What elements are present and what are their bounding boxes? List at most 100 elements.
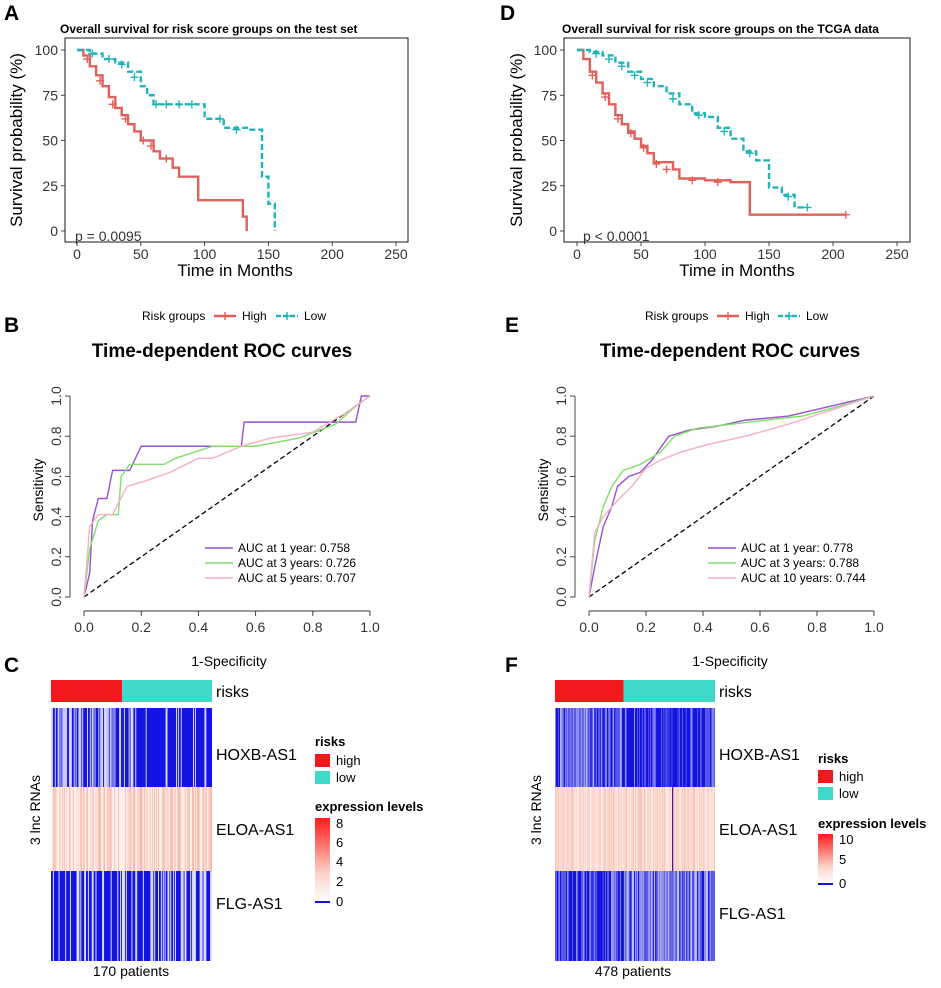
y-tick-label: 100 [35,42,59,58]
heatmap-cell [186,787,188,871]
legend-key-high [214,312,236,320]
heatmap-cell [73,708,75,787]
heatmap-cell [52,871,54,961]
heatmap-cell [185,871,187,961]
censor-mark [803,203,812,212]
risk-high-label: high [839,769,864,784]
y-tick-label: 0 [50,223,58,239]
legend-label-high: High [745,309,770,323]
heatmap-cell [139,787,141,871]
heatmap-cell [201,871,203,961]
heatmap-cell [69,871,71,961]
heatmap-cell [166,708,168,787]
heatmap-cell [100,708,102,787]
heatmap-cell [211,871,212,961]
censor-mark [130,73,139,82]
roc-title: Time-dependent ROC curves [92,341,352,362]
heatmap-cell [192,787,194,871]
heatmap-cell [86,787,87,871]
heatmap-cell [105,787,107,871]
heatmap-cell [62,787,64,871]
heatmap-cell [184,787,186,871]
expr-tick-2: 2 [336,874,343,889]
heatmap-cell [202,787,204,871]
heatmap-cell [169,787,171,871]
legend-key-low [276,312,298,320]
x-axis-label: Time in Months [177,261,293,280]
heatmap-cell [145,787,147,871]
x-tick-label: 0 [73,246,81,262]
heatmap-cell [76,871,78,961]
heatmap-cell [165,708,167,787]
heatmap-cell [141,787,143,871]
x-tick-label: 200 [821,246,845,262]
heatmap-cell [91,787,93,871]
heatmap-cell [123,708,125,787]
km-legend: Risk groups High Low [142,309,326,323]
heatmap-cell [204,708,206,787]
heatmap-cell [164,787,166,871]
heatmap-cell [125,871,127,961]
heatmap-cell [195,787,197,871]
heatmap-cell [110,708,112,787]
survival-curves [577,48,850,219]
x-tick-label: 150 [757,246,781,262]
heatmap-cell [91,708,93,787]
heatmap-cell [51,787,53,871]
heatmap-cell [72,787,74,871]
heatmap-cell [94,787,96,871]
heatmap-cell [110,871,112,961]
x-tick-label: 1.0 [360,619,380,635]
censor-mark [841,210,850,219]
censor-mark [139,136,148,145]
heatmap-cell [170,871,172,961]
heatmap-cell [76,787,78,871]
x-axis-label: 1-Specificity [191,653,266,669]
heatmap-cell [144,787,146,871]
heatmap-cell [152,871,154,961]
heatmap-cell [103,787,105,871]
heatmap-cell [171,787,173,871]
patients-label: 478 patients [595,963,671,979]
survival-curves [77,48,276,231]
risk-low-label: low [336,770,356,785]
heatmap-cell [150,871,152,961]
censor-mark [643,78,652,87]
heatmap-cell [151,871,153,961]
expression-color-bar [315,818,330,902]
heatmap-cell [79,787,81,871]
heatmap-cell [122,871,123,961]
heatmap-cell [59,787,61,871]
heatmap-cell [84,787,86,871]
x-tick-label: 1.0 [864,619,884,635]
patients-label: 170 patients [93,963,169,979]
legend-title: Risk groups [645,309,708,323]
heatmap-cell [205,787,207,871]
censor-mark [784,192,793,201]
risk-high-swatch [818,770,833,783]
expr-tick-0: 0 [839,876,846,891]
heatmap-cell [132,787,134,871]
heatmap-outlier-stripe [672,787,674,871]
heatmap-cell [117,871,119,961]
heatmap-cell [66,708,68,787]
roc-curve-3 [588,395,875,598]
heatmap-cell [162,787,164,871]
legend-title: Risk groups [142,309,205,323]
heatmap-cell [120,871,122,961]
row-label-eloa-as1: ELOA-AS1 [719,822,797,839]
censor-mark [88,49,97,58]
y-tick-label: 100 [534,42,558,58]
heatmap-cell [142,871,144,961]
heatmap-cell [166,787,168,871]
heatmap-cell [194,871,196,961]
heatmap-cell [154,787,156,871]
heatmap-cell [111,787,113,871]
censor-mark [83,55,92,64]
legend-censor-mark [724,312,732,320]
heatmap-cell [102,787,104,871]
heatmap-cell [205,871,207,961]
roc-curves [588,395,875,598]
heatmap-cell [80,871,82,961]
heatmap-cell [189,787,191,871]
